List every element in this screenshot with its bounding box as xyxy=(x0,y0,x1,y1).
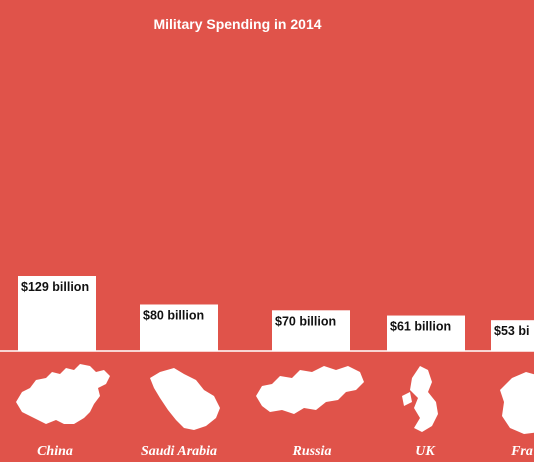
russia-map-icon xyxy=(256,366,364,414)
category-label: Saudi Arabia xyxy=(141,444,217,459)
country-labels: China Saudi Arabia Russia UK Fra xyxy=(37,444,533,459)
chart-title: Military Spending in 2014 xyxy=(153,16,322,32)
bars-group: $129 billion $80 billion $70 billion $61 bi… xyxy=(18,276,534,351)
saudi-arabia-map-icon xyxy=(150,368,220,430)
bar-saudi-arabia xyxy=(140,304,218,351)
bar-uk xyxy=(387,315,465,351)
bar-china xyxy=(18,276,96,351)
category-label: UK xyxy=(415,444,436,459)
country-map-icons xyxy=(16,364,534,434)
value-label: $129 billion xyxy=(21,280,89,294)
france-map-icon xyxy=(500,372,534,434)
value-label: $61 billion xyxy=(390,320,451,334)
value-label: $70 billion xyxy=(275,314,336,328)
bar-france xyxy=(491,320,534,351)
value-label: $80 billion xyxy=(143,308,204,322)
category-label: Russia xyxy=(292,444,332,459)
bar-russia xyxy=(272,310,350,351)
value-label: $53 bi xyxy=(494,324,529,338)
uk-map-icon xyxy=(402,366,438,432)
category-label: Fra xyxy=(510,444,533,459)
category-label: China xyxy=(37,444,73,459)
china-map-icon xyxy=(16,364,110,424)
